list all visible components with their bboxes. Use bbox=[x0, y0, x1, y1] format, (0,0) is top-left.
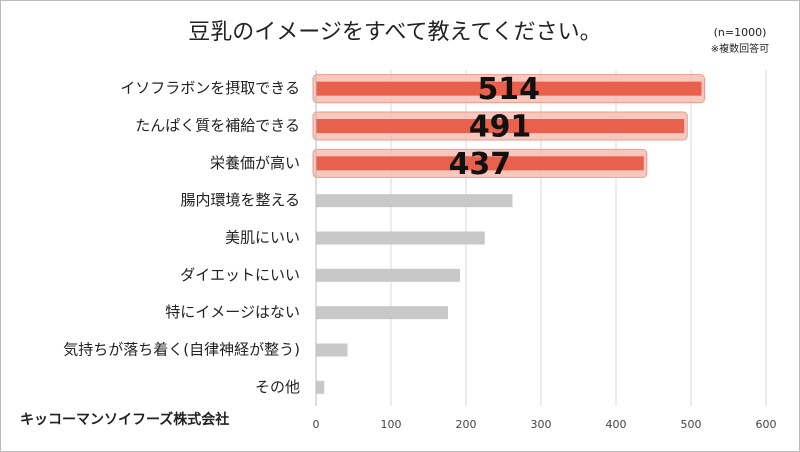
bar bbox=[316, 343, 348, 357]
source: キッコーマンソイフーズ株式会社 bbox=[20, 411, 229, 428]
bar bbox=[316, 380, 325, 394]
data-label: 491 bbox=[469, 110, 532, 145]
y-tick-label: 腸内環境を整える bbox=[180, 191, 300, 209]
y-tick-label: イソフラボンを摂取できる bbox=[120, 79, 300, 97]
annotation: (n=1000) bbox=[714, 26, 767, 39]
bar bbox=[316, 81, 702, 96]
bar bbox=[316, 194, 513, 208]
annotation: ※複数回答可 bbox=[711, 42, 769, 55]
y-tick-label: ダイエットにいい bbox=[180, 266, 300, 284]
x-tick-label: 400 bbox=[606, 418, 627, 431]
x-tick-label: 100 bbox=[381, 418, 402, 431]
chart-title: 豆乳のイメージをすべて教えてください。 bbox=[188, 20, 601, 45]
x-tick-label: 600 bbox=[756, 418, 777, 431]
bar bbox=[316, 156, 644, 171]
x-tick-label: 0 bbox=[313, 418, 320, 431]
y-tick-label: 気持ちが落ち着く(自律神経が整う) bbox=[63, 341, 300, 359]
y-tick-label: 美肌にいい bbox=[225, 229, 300, 247]
y-tick-label: 特にイメージはない bbox=[165, 303, 300, 321]
x-tick-label: 200 bbox=[456, 418, 477, 431]
bar bbox=[316, 268, 460, 282]
y-tick-label: その他 bbox=[255, 378, 300, 396]
data-label: 514 bbox=[477, 72, 540, 107]
bar bbox=[316, 306, 448, 320]
x-tick-label: 300 bbox=[531, 418, 552, 431]
bar bbox=[316, 231, 485, 245]
bar bbox=[316, 119, 685, 133]
y-tick-label: たんぱく質を補給できる bbox=[135, 117, 300, 135]
x-tick-label: 500 bbox=[681, 418, 702, 431]
data-label: 437 bbox=[449, 147, 512, 182]
y-tick-label: 栄養価が高い bbox=[210, 154, 300, 172]
